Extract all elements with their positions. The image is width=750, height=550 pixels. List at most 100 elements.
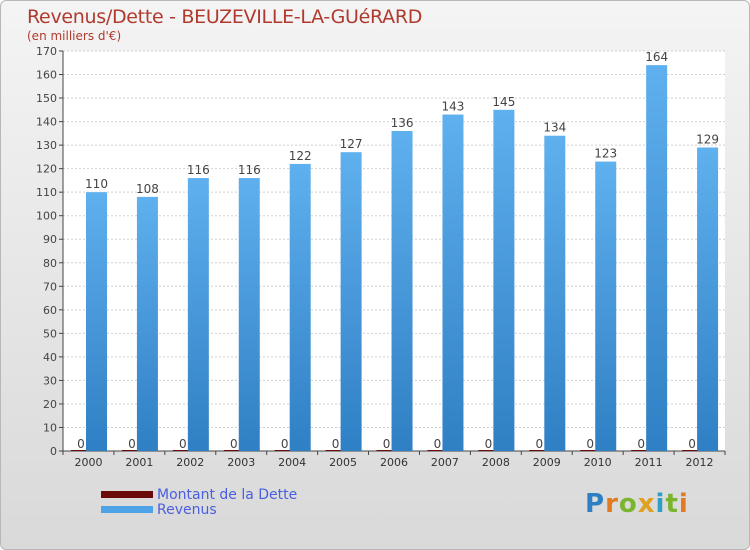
- data-label-dette: 0: [637, 437, 645, 451]
- bar-dette: [580, 450, 601, 451]
- y-tick-label: 60: [43, 304, 57, 317]
- logo-letter: x: [637, 489, 656, 519]
- chart-legend: Montant de la Dette Revenus: [101, 486, 298, 518]
- legend-item-revenus: Revenus: [101, 501, 297, 518]
- x-tick-label: 2009: [533, 456, 561, 469]
- data-label-revenus: 122: [289, 149, 312, 163]
- legend-label-revenus: Revenus: [157, 501, 217, 518]
- bar-dette: [478, 450, 499, 451]
- bar-dette: [427, 450, 448, 451]
- bar-dette: [274, 450, 295, 451]
- bar-revenus: [391, 131, 413, 451]
- bar-revenus: [544, 135, 566, 452]
- data-label-revenus: 164: [645, 50, 668, 64]
- bar-dette: [529, 450, 550, 451]
- x-tick-label: 2005: [329, 456, 357, 469]
- bar-dette: [682, 450, 703, 451]
- y-tick-label: 20: [43, 398, 57, 411]
- data-label-dette: 0: [434, 437, 442, 451]
- logo-letter: t: [665, 489, 679, 519]
- data-label-dette: 0: [383, 437, 391, 451]
- data-label-revenus: 145: [492, 95, 515, 109]
- y-tick-label: 50: [43, 327, 57, 340]
- legend-swatch-dette: [101, 491, 153, 498]
- bar-revenus: [697, 147, 719, 451]
- bar-revenus: [187, 178, 209, 451]
- data-label-dette: 0: [688, 437, 696, 451]
- data-label-revenus: 136: [391, 116, 414, 130]
- data-label-dette: 0: [281, 437, 289, 451]
- bar-revenus: [289, 163, 311, 452]
- data-label-revenus: 134: [543, 121, 566, 135]
- data-label-dette: 0: [485, 437, 493, 451]
- y-tick-label: 140: [36, 116, 57, 129]
- bar-revenus: [442, 114, 464, 451]
- bar-revenus: [493, 109, 515, 451]
- x-tick-label: 2007: [431, 456, 459, 469]
- data-label-revenus: 129: [696, 132, 719, 146]
- chart-title: Revenus/Dette - BEUZEVILLE-LA-GUéRARD: [27, 6, 423, 28]
- x-tick-label: 2006: [380, 456, 408, 469]
- bar-dette: [223, 450, 244, 451]
- x-tick-label: 2012: [686, 456, 714, 469]
- logo-letter: r: [605, 489, 619, 519]
- y-tick-label: 100: [36, 210, 57, 223]
- bar-dette: [71, 450, 91, 451]
- y-tick-label: 80: [43, 257, 57, 270]
- data-label-revenus: 116: [238, 163, 261, 177]
- bar-dette: [121, 450, 142, 451]
- data-label-revenus: 116: [187, 163, 210, 177]
- legend-label-dette: Montant de la Dette: [157, 486, 298, 503]
- x-tick-label: 2010: [584, 456, 612, 469]
- logo-letter: i: [655, 489, 666, 519]
- y-tick-label: 160: [36, 69, 57, 82]
- bar-revenus: [646, 65, 668, 451]
- data-label-dette: 0: [586, 437, 594, 451]
- data-label-revenus: 108: [136, 182, 159, 196]
- data-label-dette: 0: [179, 437, 187, 451]
- bar-dette: [172, 450, 193, 451]
- x-tick-label: 2001: [125, 456, 153, 469]
- legend-item-dette: Montant de la Dette: [101, 486, 298, 503]
- proxiti-logo: Proxiti: [585, 489, 689, 519]
- y-tick-label: 0: [50, 445, 57, 458]
- x-tick-label: 2000: [74, 456, 102, 469]
- x-tick-label: 2002: [176, 456, 204, 469]
- bar-revenus: [136, 196, 158, 451]
- bar-dette: [376, 450, 397, 451]
- y-tick-label: 150: [36, 92, 57, 105]
- chart-subtitle: (en milliers d'€): [27, 29, 122, 43]
- bar-revenus: [238, 178, 260, 451]
- y-tick-label: 40: [43, 351, 57, 364]
- y-tick-label: 90: [43, 233, 57, 246]
- y-tick-label: 30: [43, 374, 57, 387]
- data-label-dette: 0: [230, 437, 238, 451]
- x-tick-label: 2008: [482, 456, 510, 469]
- y-tick-label: 170: [36, 45, 57, 58]
- data-label-dette: 0: [128, 437, 136, 451]
- legend-swatch-revenus: [101, 506, 153, 513]
- data-label-revenus: 123: [594, 147, 617, 161]
- bar-revenus: [595, 161, 617, 451]
- logo-letter: i: [678, 489, 689, 519]
- bar-revenus: [340, 152, 362, 452]
- bar-dette: [325, 450, 346, 451]
- data-label-revenus: 110: [85, 177, 108, 191]
- y-tick-label: 130: [36, 139, 57, 152]
- x-tick-label: 2011: [635, 456, 663, 469]
- logo-letter: P: [585, 489, 606, 519]
- data-label-revenus: 127: [340, 137, 363, 151]
- x-tick-label: 2003: [227, 456, 255, 469]
- data-label-revenus: 143: [442, 100, 465, 114]
- y-tick-label: 10: [43, 421, 57, 434]
- data-label-dette: 0: [535, 437, 543, 451]
- bar-revenus: [86, 192, 107, 452]
- data-label-dette: 0: [77, 437, 85, 451]
- bar-dette: [631, 450, 652, 451]
- y-tick-label: 110: [36, 186, 57, 199]
- data-label-dette: 0: [332, 437, 340, 451]
- y-tick-label: 70: [43, 280, 57, 293]
- x-tick-label: 2004: [278, 456, 306, 469]
